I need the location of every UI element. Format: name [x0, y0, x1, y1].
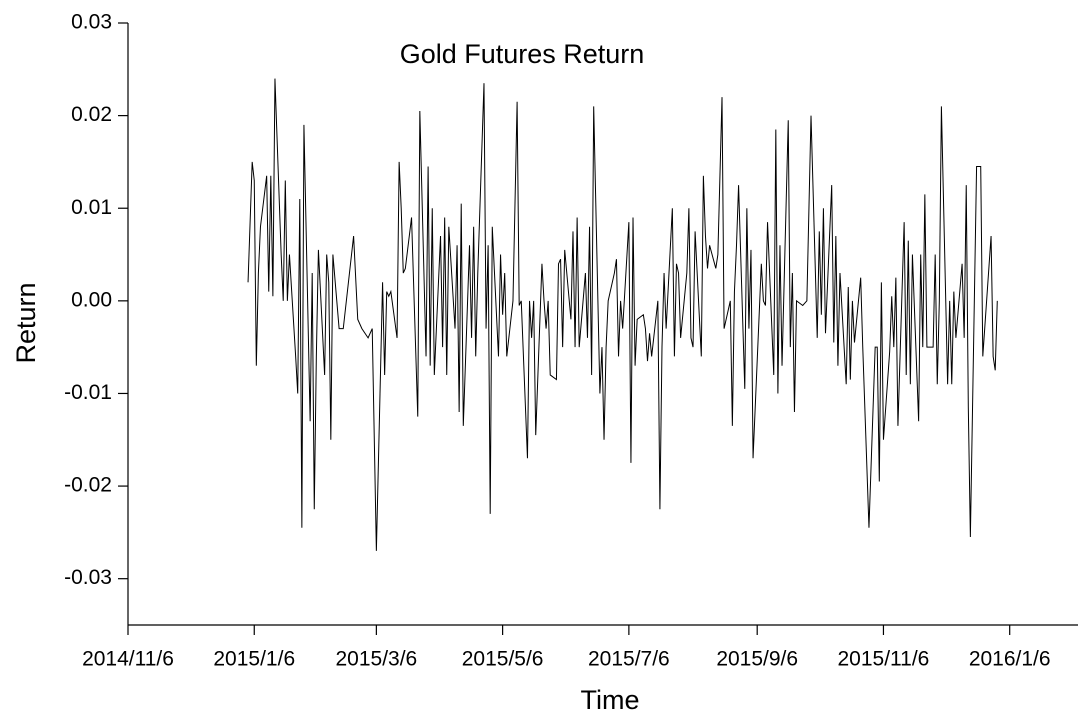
- y-tick-label: 0.02: [71, 103, 112, 126]
- x-tick-label: 2015/9/6: [716, 648, 798, 671]
- x-tick-label: 2015/11/6: [838, 648, 930, 671]
- x-tick-label: 2015/7/6: [588, 648, 670, 671]
- x-tick-label: 2015/5/6: [462, 648, 544, 671]
- x-tick-label: 2014/11/6: [82, 648, 174, 671]
- y-tick-label: 0.00: [71, 288, 112, 311]
- y-tick-label: 0.01: [71, 196, 112, 219]
- y-tick-label: 0.03: [71, 11, 112, 34]
- y-tick-label: -0.02: [64, 474, 112, 497]
- x-tick-label: 2015/3/6: [335, 648, 417, 671]
- chart-title: Gold Futures Return: [400, 39, 645, 69]
- y-tick-label: -0.01: [64, 381, 112, 404]
- x-tick-label: 2015/1/6: [213, 648, 295, 671]
- x-axis-label: Time: [581, 685, 640, 715]
- y-tick-label: -0.03: [64, 566, 112, 589]
- x-tick-label: 2016/1/6: [969, 648, 1051, 671]
- y-axis-label: Return: [11, 282, 41, 363]
- data-line: [247, 78, 998, 551]
